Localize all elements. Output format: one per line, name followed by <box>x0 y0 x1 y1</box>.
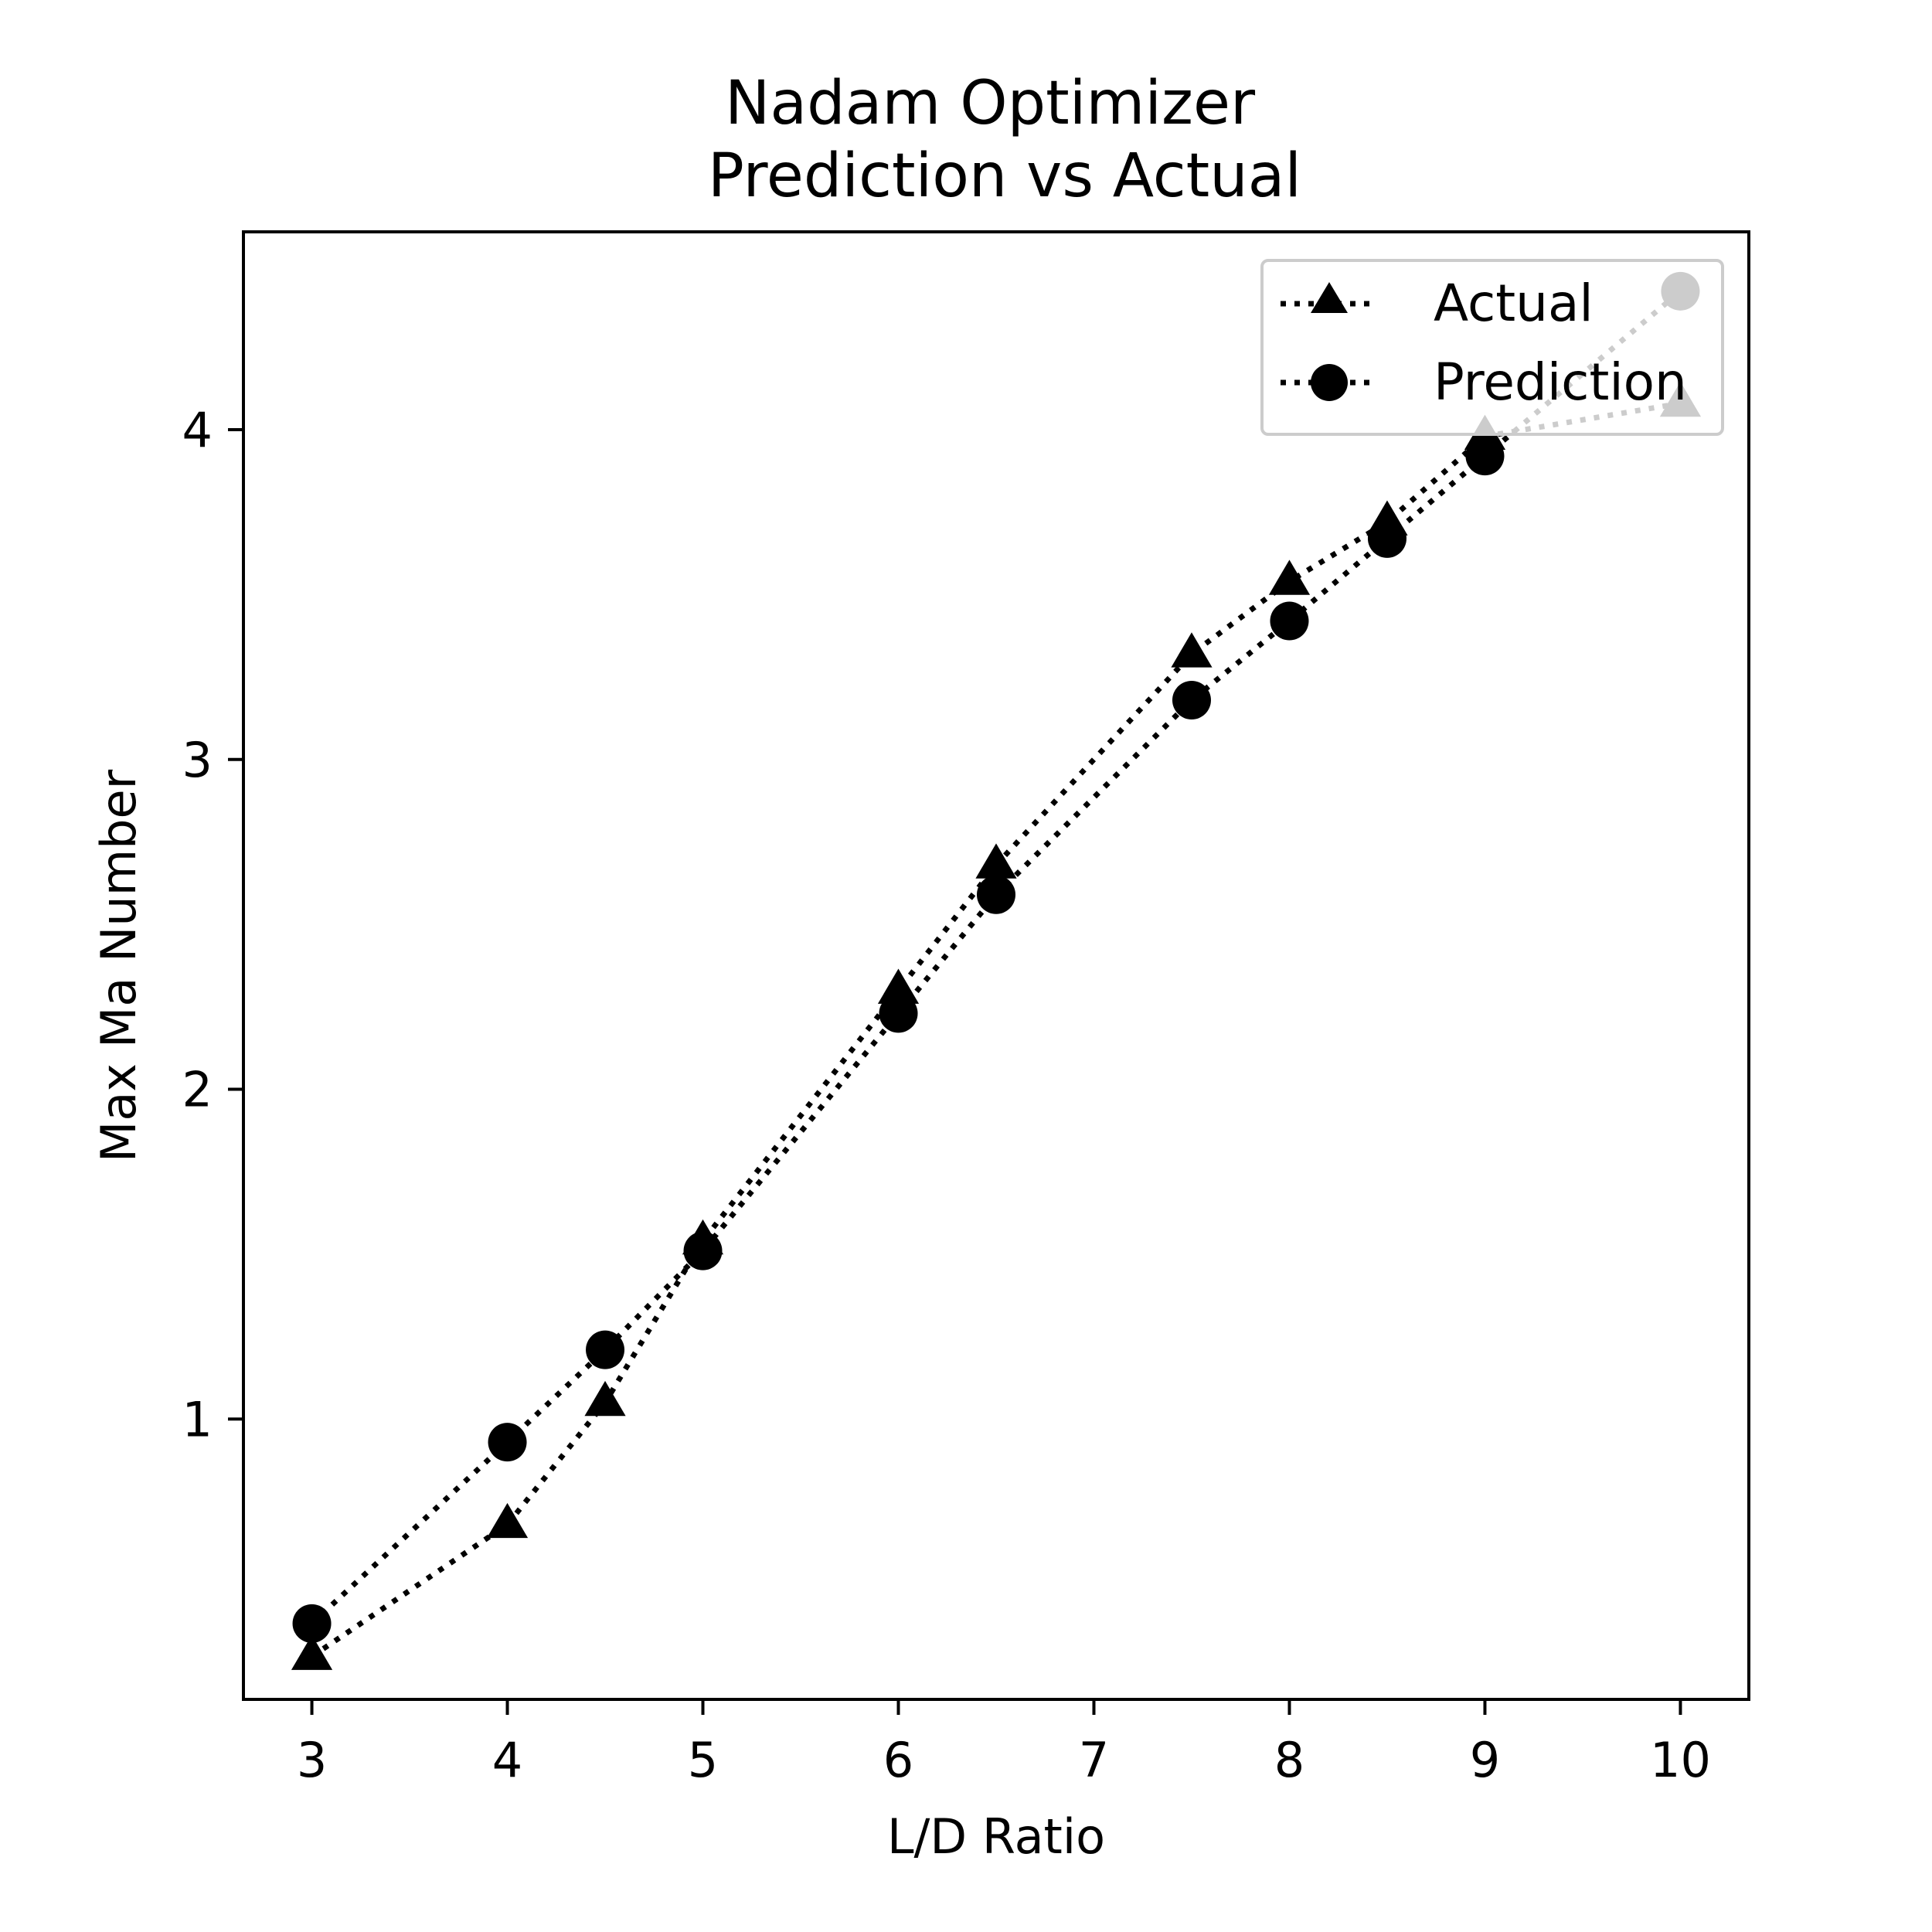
point-prediction <box>1270 601 1309 641</box>
point-prediction <box>1465 437 1505 476</box>
legend-label-prediction: Prediction <box>1434 352 1687 412</box>
x-tick-label: 5 <box>688 1732 718 1788</box>
chart-title-line-1: Nadam Optimizer <box>725 69 1256 138</box>
y-axis: 1 2 3 4 <box>182 402 243 1447</box>
y-axis-label: Max Ma Number <box>90 769 147 1162</box>
point-actual <box>877 968 920 1004</box>
point-prediction <box>879 994 918 1033</box>
legend: Actual Prediction <box>1260 259 1724 436</box>
x-tick-label: 6 <box>883 1732 913 1788</box>
legend-marker-prediction <box>1311 364 1348 401</box>
x-tick-label: 9 <box>1470 1732 1500 1788</box>
legend-marker-actual <box>1311 282 1348 313</box>
point-actual <box>291 1634 333 1670</box>
point-actual <box>1268 560 1311 595</box>
point-actual <box>584 1380 626 1417</box>
point-prediction <box>1172 680 1211 719</box>
x-tick-label: 10 <box>1650 1732 1711 1788</box>
plot-frame <box>242 230 1750 1701</box>
point-prediction <box>586 1330 625 1369</box>
point-prediction <box>977 875 1015 914</box>
chart-title-line-2: Prediction vs Actual <box>708 141 1301 211</box>
point-prediction <box>683 1231 723 1270</box>
y-tick-label: 2 <box>182 1062 213 1118</box>
point-actual <box>975 843 1017 879</box>
y-tick-label: 3 <box>182 732 213 788</box>
point-prediction <box>1367 519 1406 558</box>
point-prediction <box>292 1604 332 1643</box>
x-axis-label: L/D Ratio <box>887 1808 1105 1865</box>
x-tick-label: 3 <box>297 1732 327 1788</box>
point-prediction <box>488 1423 527 1462</box>
point-actual <box>1171 632 1213 668</box>
x-axis: 3 4 5 6 7 8 9 10 <box>297 1699 1711 1788</box>
x-tick-label: 8 <box>1274 1732 1304 1788</box>
point-actual <box>486 1502 529 1539</box>
series-layer <box>291 271 1702 1670</box>
y-tick-label: 4 <box>182 402 213 458</box>
x-tick-label: 7 <box>1079 1732 1109 1788</box>
legend-box <box>1260 259 1724 436</box>
legend-label-actual: Actual <box>1434 274 1594 333</box>
x-tick-label: 4 <box>492 1732 522 1788</box>
y-tick-label: 1 <box>182 1391 213 1447</box>
